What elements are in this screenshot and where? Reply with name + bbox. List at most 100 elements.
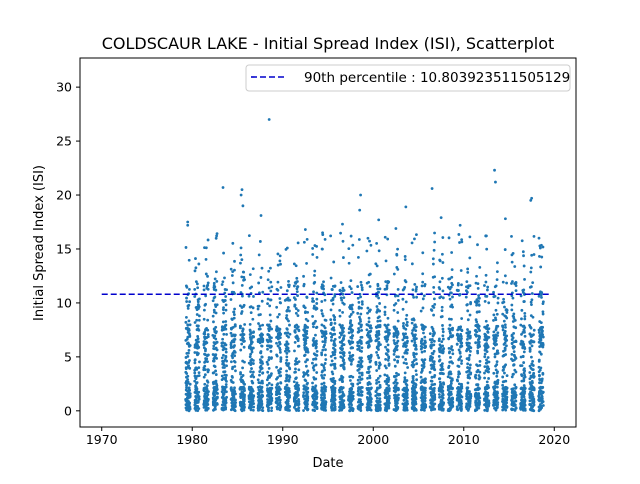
data-point — [221, 408, 225, 412]
data-point — [415, 373, 418, 376]
data-point — [185, 400, 189, 403]
data-point — [375, 396, 379, 400]
data-point — [267, 358, 271, 362]
data-point — [203, 352, 206, 356]
data-point — [523, 314, 527, 318]
data-point — [414, 337, 418, 341]
data-point — [268, 327, 272, 331]
data-point — [475, 274, 478, 278]
data-point — [297, 406, 301, 410]
data-point — [531, 373, 535, 377]
data-point — [503, 305, 506, 309]
data-point — [493, 352, 497, 356]
data-point — [238, 304, 242, 308]
data-point — [292, 284, 296, 288]
data-point — [404, 358, 408, 361]
data-point — [296, 314, 300, 318]
data-point — [458, 399, 462, 403]
data-point — [194, 280, 198, 284]
data-point — [340, 374, 343, 378]
data-point — [492, 404, 495, 407]
data-point — [241, 404, 244, 407]
data-point — [538, 350, 542, 354]
data-point — [486, 330, 490, 334]
data-point — [360, 403, 364, 406]
data-point — [505, 344, 508, 348]
data-point — [494, 399, 497, 403]
data-point — [402, 324, 405, 328]
data-point — [495, 350, 499, 354]
data-point — [295, 323, 299, 327]
data-point — [257, 322, 260, 325]
data-point — [541, 300, 545, 304]
data-point — [275, 365, 278, 369]
data-point — [496, 324, 500, 328]
data-point — [202, 375, 206, 379]
data-point — [502, 365, 506, 369]
data-point — [197, 297, 201, 301]
data-point — [260, 339, 264, 343]
data-point — [338, 314, 342, 318]
data-point — [233, 292, 236, 295]
data-point — [185, 285, 189, 289]
data-point — [383, 323, 387, 327]
data-point — [269, 390, 273, 394]
data-point — [495, 312, 499, 316]
data-point — [221, 359, 225, 363]
data-point — [312, 299, 315, 303]
data-point — [376, 353, 380, 357]
data-point — [252, 405, 256, 409]
data-point — [367, 324, 371, 327]
data-point — [530, 253, 534, 257]
data-point — [302, 240, 306, 244]
data-point — [251, 408, 255, 412]
data-point — [384, 280, 388, 284]
data-point — [431, 403, 435, 407]
data-point — [274, 393, 278, 397]
data-point — [267, 367, 271, 370]
data-point — [477, 377, 481, 381]
data-point — [294, 264, 298, 268]
data-point — [503, 314, 507, 318]
data-point — [440, 305, 444, 309]
data-point — [442, 372, 445, 376]
data-point — [230, 375, 234, 378]
data-point — [250, 358, 254, 361]
data-point — [212, 408, 215, 412]
data-point — [505, 387, 508, 391]
data-point — [458, 223, 462, 227]
data-point — [266, 362, 270, 366]
data-point — [376, 284, 380, 288]
data-point — [394, 384, 397, 388]
data-point — [503, 346, 507, 350]
y-tick-label: 30 — [56, 80, 72, 95]
data-point — [359, 386, 363, 390]
data-point — [384, 357, 388, 361]
data-point — [224, 397, 228, 401]
data-point — [394, 404, 397, 407]
data-point — [396, 287, 400, 291]
data-point — [384, 345, 387, 349]
data-point — [213, 310, 216, 314]
data-point — [385, 409, 388, 413]
data-point — [240, 258, 244, 262]
data-point — [473, 388, 477, 392]
data-point — [285, 363, 289, 367]
data-point — [446, 384, 450, 388]
data-point — [275, 341, 278, 345]
data-point — [193, 371, 197, 375]
data-point — [186, 354, 190, 358]
data-point — [520, 393, 524, 396]
data-point — [269, 266, 272, 270]
data-point — [342, 337, 345, 340]
data-point — [503, 391, 507, 395]
data-point — [233, 268, 236, 272]
data-point — [269, 319, 273, 323]
data-point — [441, 289, 445, 293]
data-point — [242, 270, 246, 274]
data-point — [438, 393, 441, 396]
data-point — [432, 285, 436, 289]
data-point — [350, 355, 354, 358]
data-point — [359, 325, 363, 329]
data-point — [194, 398, 198, 401]
